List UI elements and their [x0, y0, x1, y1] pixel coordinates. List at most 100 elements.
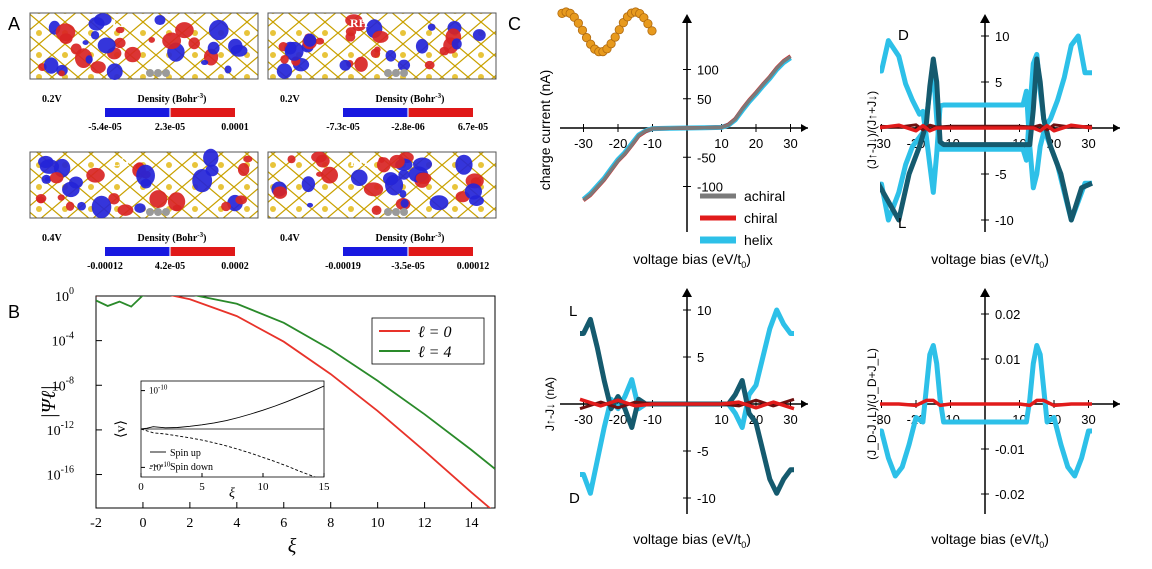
- c-ylabel: charge current (nA): [537, 70, 553, 191]
- a-voltage: 0.4V: [280, 233, 301, 244]
- b-ytick-label: 10-12: [47, 420, 74, 439]
- c1-legend-label-achiral: achiral: [744, 188, 785, 204]
- a-density-blob: [372, 30, 389, 43]
- a-density-blob: [77, 201, 86, 211]
- a-atom: [162, 69, 170, 77]
- c-series-helix-D: [880, 33, 1092, 195]
- b-ytick-label: 10-4: [52, 331, 74, 350]
- a-atom: [146, 69, 154, 77]
- c-xtick-label: -10: [643, 136, 662, 151]
- c-xlabel: voltage bias (eV/t0): [633, 531, 751, 550]
- a-density-blob: [38, 155, 54, 168]
- c-ytick-label: -100: [697, 180, 723, 195]
- b-legend-box: [371, 317, 485, 365]
- b-xtick-label: -2: [90, 516, 102, 531]
- a-voltage: 0.2V: [280, 94, 301, 105]
- a-atom: [154, 208, 162, 216]
- c-ylabel: (J_D-J_L)/(J_D+J_L): [865, 348, 879, 460]
- c-ytick-label: -5: [697, 444, 709, 459]
- a-density-blob: [464, 183, 483, 200]
- b-series-line-0: [96, 296, 492, 508]
- c-ytick-label: -0.01: [995, 442, 1025, 457]
- a-density-blob: [451, 38, 462, 50]
- a-density-label: Density (Bohr-3): [138, 231, 207, 244]
- a-density-blob: [350, 169, 368, 187]
- a-density-blob: [117, 204, 134, 216]
- panel-c: -30 -20 -10 10 20 30 100 50 -50 -100 voltage bias …: [537, 7, 1120, 550]
- a-colorbar-tick: -7.3c-05: [326, 122, 360, 133]
- a-density-blob: [43, 57, 59, 74]
- c-ytick-label: -10: [995, 213, 1014, 228]
- panel-label-a: A: [8, 14, 20, 34]
- c-series-chiral: [579, 397, 795, 411]
- c-xtick-label: 20: [749, 136, 763, 151]
- c-xlabel: voltage bias (eV/t0): [633, 251, 751, 270]
- a-density-blob: [36, 196, 45, 204]
- b-xtick-label: 14: [465, 516, 479, 531]
- a-colorbar-tick: -2.8e-06: [391, 122, 425, 133]
- helix-atom: [610, 32, 620, 42]
- a-atom: [384, 208, 392, 216]
- c-ytick-label: -0.02: [995, 487, 1025, 502]
- a-density-blob: [140, 178, 152, 189]
- a-density-blob: [306, 202, 314, 208]
- c-ytick-label: 10: [995, 29, 1009, 44]
- c1-legend-label-chiral: chiral: [744, 210, 777, 226]
- a-density-blob: [243, 155, 253, 163]
- a-density-blob: [301, 176, 316, 193]
- b-plot-frame: [95, 295, 496, 509]
- a-density-blob: [315, 154, 330, 168]
- c-y-arrow: [980, 14, 990, 23]
- a-colorbar-tick: -5.4e-05: [88, 122, 122, 133]
- b-xtick-label: 0: [139, 516, 146, 531]
- a-colorbar-tick: 6.7e-05: [458, 122, 488, 133]
- c-x-arrow: [1113, 124, 1120, 132]
- c-ytick-label: 100: [697, 63, 719, 78]
- a-density-blob: [192, 168, 213, 193]
- helix-atom: [573, 18, 583, 28]
- a-density-blob: [415, 38, 429, 54]
- a-density-blob: [175, 22, 194, 39]
- a-density-blob: [389, 154, 405, 169]
- a-density-blob: [315, 37, 325, 45]
- a-handedness-tag: RH: [350, 16, 369, 30]
- c-xtick-label: -10: [643, 412, 662, 427]
- a-density-blob: [97, 37, 116, 54]
- c-series-chiral: [880, 123, 1093, 133]
- c-xtick-label: 10: [714, 136, 728, 151]
- inset-ylabel: ⟨v⟩: [114, 420, 129, 438]
- a-atom: [154, 69, 162, 77]
- a-density-blob: [276, 63, 293, 79]
- c-series-dark-red: [880, 123, 1093, 132]
- a-density-blob: [69, 176, 83, 189]
- c-ytick-label: -5: [995, 167, 1007, 182]
- a-density-blob: [224, 65, 232, 74]
- a-density-blob: [399, 190, 407, 198]
- a-density-blob: [207, 41, 220, 55]
- a-density-blob: [200, 59, 209, 65]
- c-xtick-label: 30: [1081, 136, 1095, 151]
- c1-legend: achiral chiral helix: [700, 188, 785, 248]
- a-colorbar: [105, 108, 235, 117]
- c-ytick-label: 5: [697, 350, 704, 365]
- a-density-blob: [203, 148, 219, 167]
- panel-label-b: B: [8, 302, 20, 322]
- a-colorbar: [343, 247, 473, 256]
- c-y-arrow: [980, 288, 990, 297]
- helix-atom: [614, 25, 624, 35]
- a-atom: [146, 208, 154, 216]
- a-colorbar-tick: 0.0001: [221, 122, 249, 133]
- a-density-blob: [124, 46, 141, 63]
- a-density-blob: [90, 30, 100, 40]
- a-density-blob: [385, 49, 397, 62]
- a-colorbar-tick: -0.00019: [325, 261, 361, 272]
- c-ytick-label: 0.01: [995, 352, 1020, 367]
- c-y-arrow: [682, 288, 692, 297]
- a-atom: [392, 208, 400, 216]
- a-density-blob: [345, 27, 357, 37]
- a-density-blob: [400, 199, 409, 208]
- inset-xtick-label: 10: [258, 481, 270, 493]
- helix-atom: [647, 26, 657, 36]
